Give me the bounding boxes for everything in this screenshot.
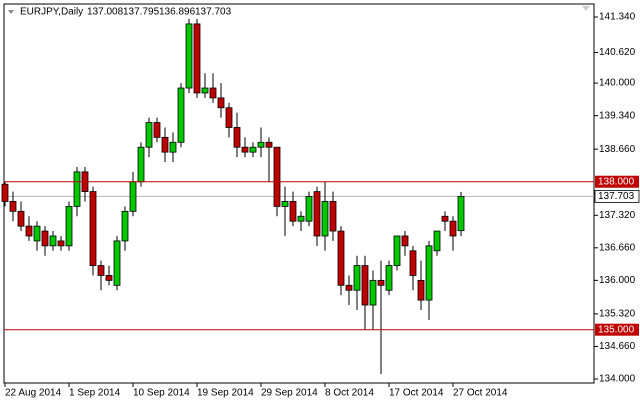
header-high: 137.795: [123, 7, 160, 18]
candle-body: [105, 275, 113, 281]
candle-body: [273, 146, 281, 207]
candle-body: [73, 171, 81, 207]
candle-body: [225, 107, 233, 128]
candle-body: [233, 127, 241, 148]
x-tick-label: 29 Sep 2014: [261, 388, 318, 399]
candle-body: [137, 146, 145, 183]
x-tick-label: 22 Aug 2014: [5, 388, 62, 399]
level-tag: [595, 175, 639, 188]
candle-body: [209, 87, 217, 99]
menu-arrow: [8, 10, 14, 14]
header-open: 137.008: [87, 7, 124, 18]
candle-body: [9, 201, 17, 212]
candle-body: [353, 265, 361, 291]
candle-body: [433, 230, 441, 252]
candle-body: [241, 146, 249, 153]
candle-body: [337, 230, 345, 286]
candle-body: [249, 146, 257, 153]
candle-body: [289, 201, 297, 222]
candle-body: [161, 136, 169, 153]
y-tick-label: 136.000: [599, 275, 636, 286]
candle-body: [113, 240, 121, 286]
candle-body: [41, 230, 49, 247]
candle-body: [193, 23, 201, 94]
y-tick-label: 135.320: [599, 309, 636, 320]
candle-body: [329, 201, 337, 232]
candle-body: [369, 279, 377, 306]
y-tick-label: 139.340: [599, 110, 636, 121]
candle-body: [177, 87, 185, 143]
candle-body: [393, 235, 401, 266]
candle-body: [361, 265, 369, 306]
candle-body: [281, 201, 289, 207]
candle-body: [417, 279, 425, 301]
x-tick-label: 17 Oct 2014: [389, 388, 444, 399]
candle-body: [121, 210, 129, 242]
candle-body: [201, 87, 209, 94]
candle-body: [441, 215, 449, 222]
y-tick-label: 134.660: [599, 341, 636, 352]
candle-body: [185, 23, 193, 89]
y-tick-label: 137.320: [599, 210, 636, 221]
y-tick-label: 136.660: [599, 242, 636, 253]
candle-body: [1, 183, 9, 202]
current-price-tag: [594, 189, 640, 203]
x-tick-label: 19 Sep 2014: [197, 388, 254, 399]
candle-body: [17, 210, 25, 227]
candle-body: [257, 141, 265, 148]
candle-body: [425, 245, 433, 301]
candle-body: [305, 196, 313, 222]
candle-body: [153, 122, 161, 138]
scroll-arrow: [582, 6, 590, 11]
y-tick-label: 140.620: [599, 47, 636, 58]
x-tick-label: 8 Oct 2014: [325, 388, 374, 399]
candle-body: [345, 284, 353, 291]
candle-body: [25, 225, 33, 237]
candle-body: [129, 181, 137, 212]
candle-body: [377, 279, 385, 286]
candle-body: [65, 205, 73, 247]
y-tick-label: 134.000: [599, 374, 636, 385]
current-price-label: 137.703: [598, 191, 635, 202]
header-low: 136.896: [159, 7, 196, 18]
candle-body: [265, 141, 273, 148]
candle-body: [57, 240, 65, 247]
candle-body: [297, 215, 305, 222]
level-label: 138.000: [598, 176, 635, 187]
candle-body: [49, 235, 57, 247]
candle-body: [385, 265, 393, 291]
candle-body: [449, 220, 457, 237]
candle-body: [457, 195, 465, 232]
header-close: 137.703: [195, 7, 232, 18]
candle-body: [217, 97, 225, 109]
x-tick-label: 10 Sep 2014: [133, 388, 190, 399]
y-tick-label: 141.340: [599, 12, 636, 23]
candle-body: [169, 141, 177, 153]
level-label: 135.000: [598, 324, 635, 335]
candle-body: [89, 191, 97, 266]
chart-title: EURJPY,Daily: [20, 7, 83, 18]
candle-body: [409, 250, 417, 276]
x-tick-label: 1 Sep 2014: [69, 388, 121, 399]
candle-body: [33, 225, 41, 242]
candle-body: [97, 265, 105, 276]
y-tick-label: 138.660: [599, 144, 636, 155]
x-tick-label: 27 Oct 2014: [453, 388, 508, 399]
level-tag: [595, 323, 639, 336]
candle-body: [401, 235, 409, 247]
candle-body: [313, 191, 321, 237]
y-tick-label: 140.000: [599, 78, 636, 89]
candle-body: [145, 122, 153, 148]
candle-body: [321, 201, 329, 237]
